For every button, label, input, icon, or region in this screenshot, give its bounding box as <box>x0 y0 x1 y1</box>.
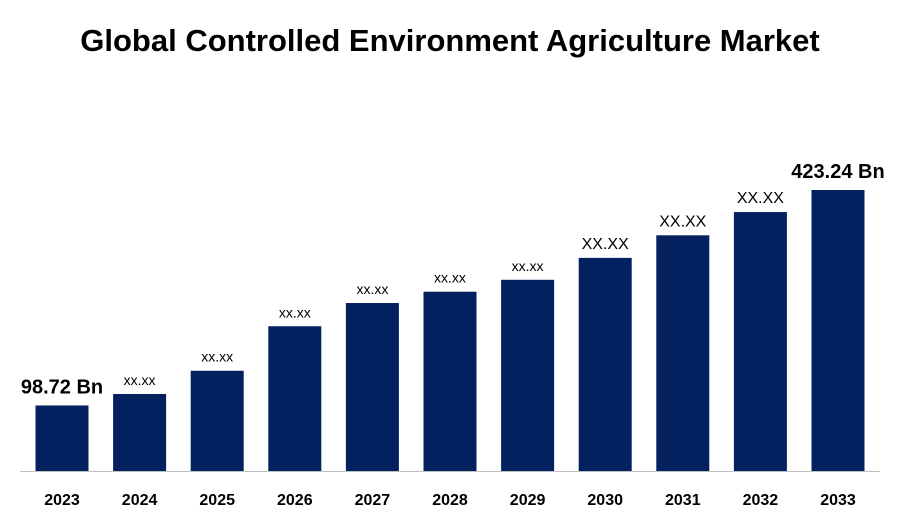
bar-2033 <box>811 190 865 471</box>
data-label: 98.72 Bn <box>21 376 103 398</box>
x-tick-label: 2023 <box>44 492 80 509</box>
x-tick-label: 2027 <box>355 492 391 509</box>
x-tick-label: 2032 <box>743 492 779 509</box>
bar-2026 <box>268 326 322 471</box>
x-tick-label: 2025 <box>199 492 235 509</box>
bar-2028 <box>423 291 477 471</box>
bar-2024 <box>113 393 167 471</box>
bar-2029 <box>501 279 555 471</box>
x-tick-label: 2031 <box>665 492 701 509</box>
x-tick-label: 2033 <box>820 492 856 509</box>
x-tick-label: 2029 <box>510 492 546 509</box>
data-label: xx.xx <box>201 349 233 365</box>
data-label: XX.XX <box>582 236 629 253</box>
data-label: xx.xx <box>279 304 311 320</box>
bar-2025 <box>190 370 244 471</box>
data-label: xx.xx <box>512 258 544 274</box>
x-tick-label: 2024 <box>122 492 158 509</box>
data-label: xx.xx <box>124 372 156 388</box>
x-tick-label: 2030 <box>587 492 623 509</box>
data-label: xx.xx <box>434 270 466 286</box>
data-label: 423.24 Bn <box>791 161 884 183</box>
data-label: XX.XX <box>737 190 784 207</box>
bar-2023 <box>35 405 89 471</box>
x-tick-label: 2026 <box>277 492 313 509</box>
bar-2031 <box>656 235 710 471</box>
data-label: XX.XX <box>659 213 706 230</box>
bar-2027 <box>345 303 399 471</box>
bar-2030 <box>578 257 632 471</box>
data-label: xx.xx <box>356 281 388 297</box>
chart-title: Global Controlled Environment Agricultur… <box>80 23 820 58</box>
bar-2032 <box>733 212 787 471</box>
x-tick-label: 2028 <box>432 492 468 509</box>
